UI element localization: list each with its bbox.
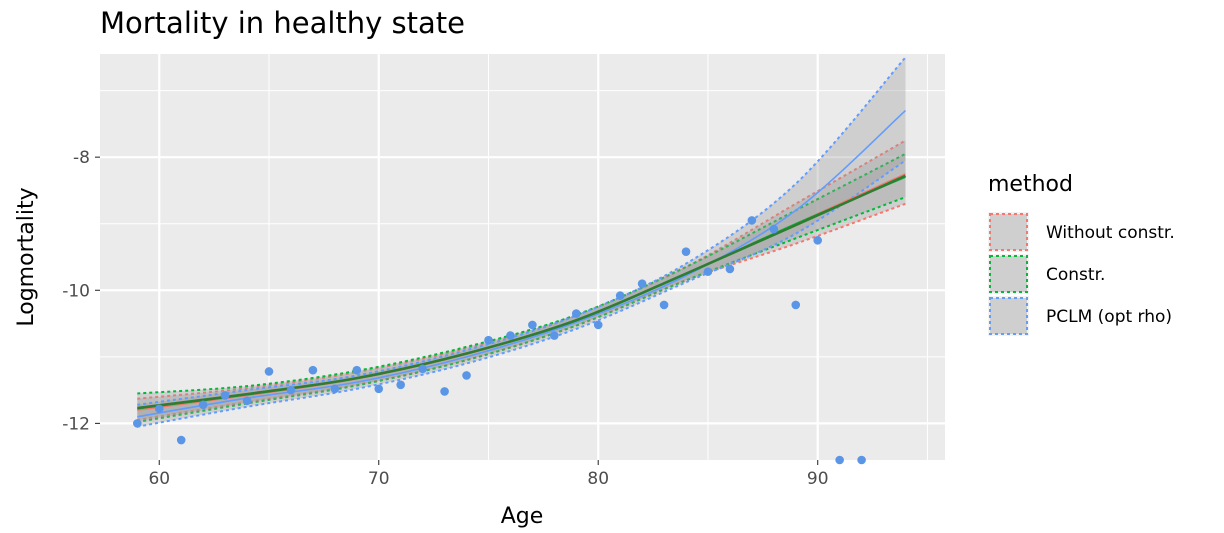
- data-point: [571, 309, 581, 318]
- data-point: [396, 380, 405, 390]
- y-tick-label: -12: [62, 414, 90, 434]
- legend-title: method: [988, 172, 1073, 197]
- data-point: [506, 331, 515, 340]
- band-lower-constr: [137, 196, 906, 424]
- fit-lines: [137, 109, 907, 418]
- legend-label-without-constr: Without constr.: [1046, 223, 1175, 243]
- data-point: [154, 404, 164, 414]
- data-points: [133, 216, 866, 465]
- fit-line-pclm-opt-rho: [137, 109, 907, 418]
- smooth-line: [137, 174, 907, 410]
- grid-major: [100, 54, 945, 460]
- x-tick-label: 80: [587, 469, 609, 489]
- legend: method Without constr. Constr. PCLM (opt r…: [988, 172, 1175, 336]
- data-point: [747, 216, 757, 225]
- band-upper-constr: [137, 152, 906, 395]
- data-point: [593, 320, 603, 330]
- x-axis-title: Age: [501, 504, 544, 529]
- data-point: [308, 365, 318, 375]
- chart-title: Mortality in healthy state: [100, 6, 465, 40]
- legend-label-constr: Constr.: [1046, 265, 1105, 285]
- x-tick-label: 70: [368, 469, 390, 489]
- data-point: [133, 419, 142, 428]
- data-point: [659, 300, 669, 310]
- data-point: [286, 385, 296, 395]
- data-point: [550, 331, 559, 340]
- y-axis-title: Logmortality: [14, 187, 39, 326]
- data-point: [528, 320, 537, 330]
- data-point: [220, 391, 230, 400]
- legend-key-without-constr: [989, 213, 1028, 251]
- data-point: [418, 364, 427, 374]
- legend-label-pclm-opt-rho: PCLM (opt rho): [1046, 307, 1172, 327]
- x-tick-label: 60: [148, 469, 170, 489]
- data-point: [769, 224, 779, 234]
- data-point: [703, 267, 713, 276]
- y-axis: -8 -10 -12: [62, 148, 100, 434]
- legend-key-pclm-opt-rho: [989, 297, 1028, 335]
- grid-minor: [100, 54, 945, 460]
- plot-panel: [100, 54, 945, 460]
- band-lower-pclm-opt-rho: [137, 159, 907, 428]
- data-point: [176, 435, 186, 445]
- data-point: [264, 367, 274, 376]
- data-point: [440, 387, 449, 396]
- x-axis: 60 70 80 90: [148, 460, 829, 489]
- data-point: [857, 455, 866, 465]
- band-without-constr: [137, 140, 906, 421]
- band-pclm-opt-rho: [137, 57, 906, 427]
- y-tick-label: -10: [62, 281, 90, 301]
- data-point: [462, 371, 471, 380]
- data-point: [242, 396, 252, 406]
- data-point: [725, 264, 735, 274]
- x-tick-label: 90: [807, 469, 829, 489]
- data-point: [374, 384, 384, 394]
- data-point: [681, 247, 691, 256]
- data-point: [835, 455, 844, 465]
- data-point: [484, 335, 493, 345]
- data-point: [352, 365, 362, 375]
- y-tick-label: -8: [73, 148, 90, 168]
- data-point: [330, 384, 340, 394]
- data-point: [637, 279, 647, 288]
- data-point: [615, 291, 625, 300]
- data-point: [813, 236, 823, 245]
- data-point: [198, 400, 208, 410]
- confidence-bands: [137, 56, 907, 428]
- data-point: [791, 300, 801, 310]
- legend-key-constr: [989, 255, 1028, 293]
- band-constr: [137, 153, 906, 423]
